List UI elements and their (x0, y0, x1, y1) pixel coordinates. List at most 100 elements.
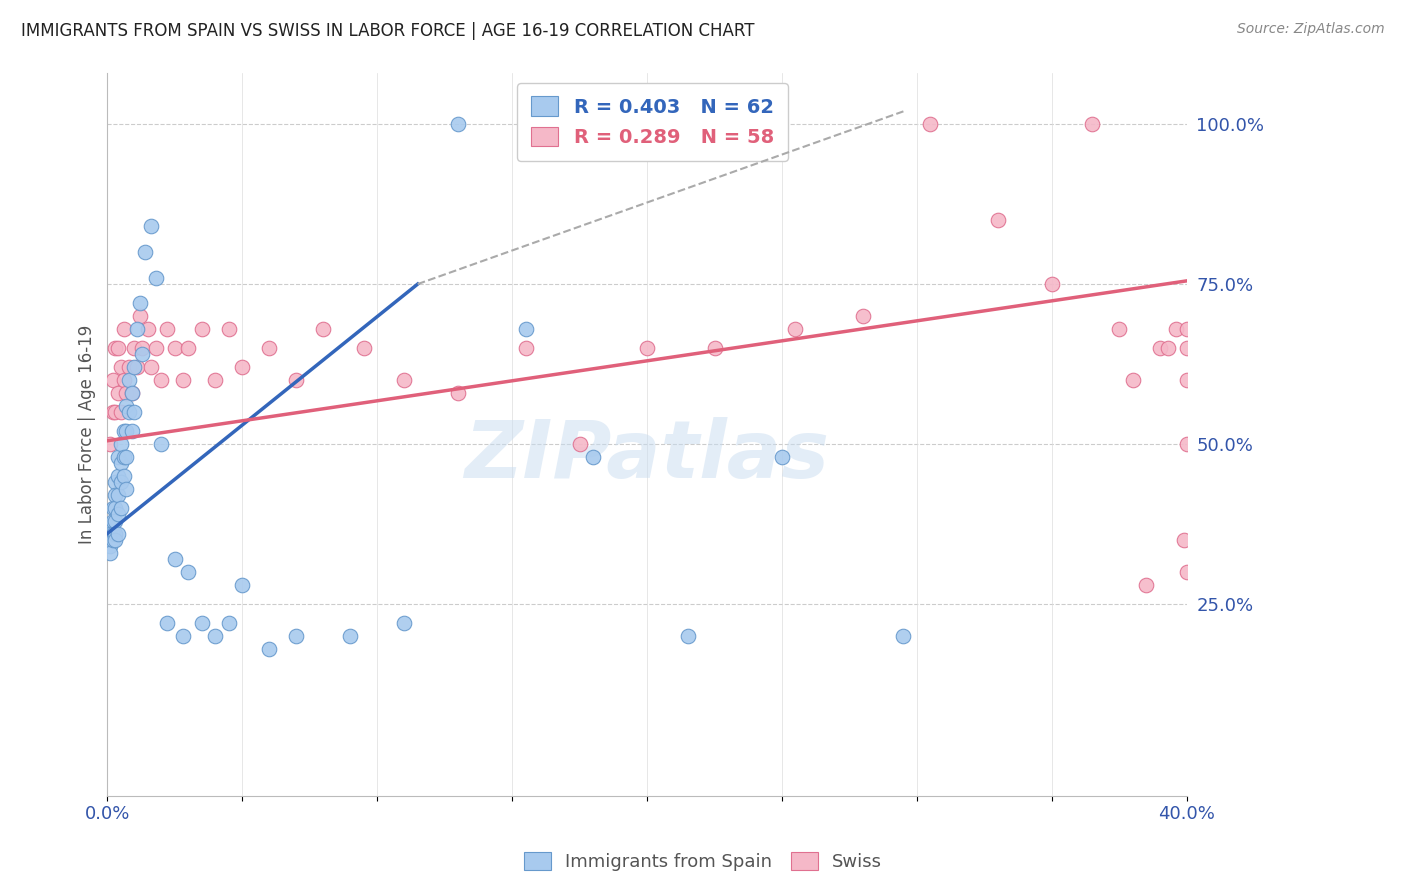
Point (118, 360, 141, 375)
Point (1175, 373, 1198, 387)
Point (98, 437, 121, 451)
Point (104, 341, 127, 355)
Point (339, 629, 361, 643)
Point (204, 373, 226, 387)
Point (1157, 341, 1180, 355)
Point (139, 360, 162, 375)
Point (110, 360, 132, 375)
Point (107, 526, 129, 541)
Point (770, 450, 793, 464)
Point (115, 450, 138, 464)
Point (107, 488, 129, 502)
Point (110, 456, 132, 470)
Point (392, 373, 415, 387)
Point (285, 373, 308, 387)
Point (98, 533, 121, 547)
Point (312, 322, 335, 336)
Point (636, 341, 658, 355)
Point (101, 500, 124, 515)
Point (107, 450, 129, 464)
Point (1175, 565, 1198, 579)
Point (150, 437, 173, 451)
Point (101, 533, 124, 547)
Point (218, 322, 240, 336)
Point (112, 450, 135, 464)
Point (134, 245, 156, 260)
Point (1040, 277, 1063, 291)
Point (104, 405, 127, 419)
Point (101, 373, 124, 387)
Point (1122, 373, 1144, 387)
Point (107, 508, 129, 522)
Point (107, 469, 129, 483)
Point (115, 482, 138, 496)
Point (392, 615, 415, 630)
Point (172, 629, 194, 643)
Point (987, 213, 1010, 227)
Point (568, 437, 591, 451)
Point (285, 629, 308, 643)
Y-axis label: In Labor Force | Age 16-19: In Labor Force | Age 16-19 (79, 325, 96, 544)
Point (231, 360, 253, 375)
Text: ZIPatlas: ZIPatlas (464, 417, 830, 495)
Point (125, 322, 148, 336)
Point (191, 615, 214, 630)
Point (204, 629, 226, 643)
Point (112, 322, 135, 336)
Point (582, 450, 605, 464)
Point (447, 385, 470, 400)
Point (107, 385, 129, 400)
Point (353, 341, 375, 355)
Point (121, 385, 143, 400)
Point (1173, 533, 1195, 547)
Point (1108, 322, 1130, 336)
Point (98, 520, 121, 534)
Point (104, 533, 127, 547)
Point (150, 373, 173, 387)
Point (163, 552, 186, 566)
Point (893, 629, 915, 643)
Point (1164, 322, 1187, 336)
Point (104, 514, 127, 528)
Point (515, 341, 537, 355)
Point (124, 341, 146, 355)
Point (112, 424, 135, 438)
Point (852, 309, 875, 323)
Point (172, 373, 194, 387)
Point (128, 296, 150, 310)
Point (177, 341, 200, 355)
Point (104, 488, 127, 502)
Point (104, 500, 127, 515)
Point (115, 399, 138, 413)
Text: IMMIGRANTS FROM SPAIN VS SWISS IN LABOR FORCE | AGE 16-19 CORRELATION CHART: IMMIGRANTS FROM SPAIN VS SWISS IN LABOR … (21, 22, 755, 40)
Point (118, 405, 141, 419)
Point (1149, 341, 1171, 355)
Point (515, 322, 537, 336)
Point (101, 526, 124, 541)
Point (104, 526, 127, 541)
Point (110, 405, 132, 419)
Point (676, 629, 699, 643)
Point (124, 405, 146, 419)
Point (145, 341, 167, 355)
Legend: R = 0.403   N = 62, R = 0.289   N = 58: R = 0.403 N = 62, R = 0.289 N = 58 (517, 83, 787, 161)
Point (156, 615, 179, 630)
Point (191, 322, 214, 336)
Text: Source: ZipAtlas.com: Source: ZipAtlas.com (1237, 22, 1385, 37)
Point (115, 385, 138, 400)
Point (110, 500, 132, 515)
Point (128, 309, 150, 323)
Point (1175, 341, 1198, 355)
Point (703, 341, 725, 355)
Point (145, 270, 167, 285)
Point (1175, 437, 1198, 451)
Legend: Immigrants from Spain, Swiss: Immigrants from Spain, Swiss (517, 845, 889, 879)
Point (124, 360, 146, 375)
Point (98, 526, 121, 541)
Point (259, 641, 281, 656)
Point (125, 360, 148, 375)
Point (1081, 117, 1104, 131)
Point (156, 322, 179, 336)
Point (163, 341, 186, 355)
Point (139, 219, 162, 234)
